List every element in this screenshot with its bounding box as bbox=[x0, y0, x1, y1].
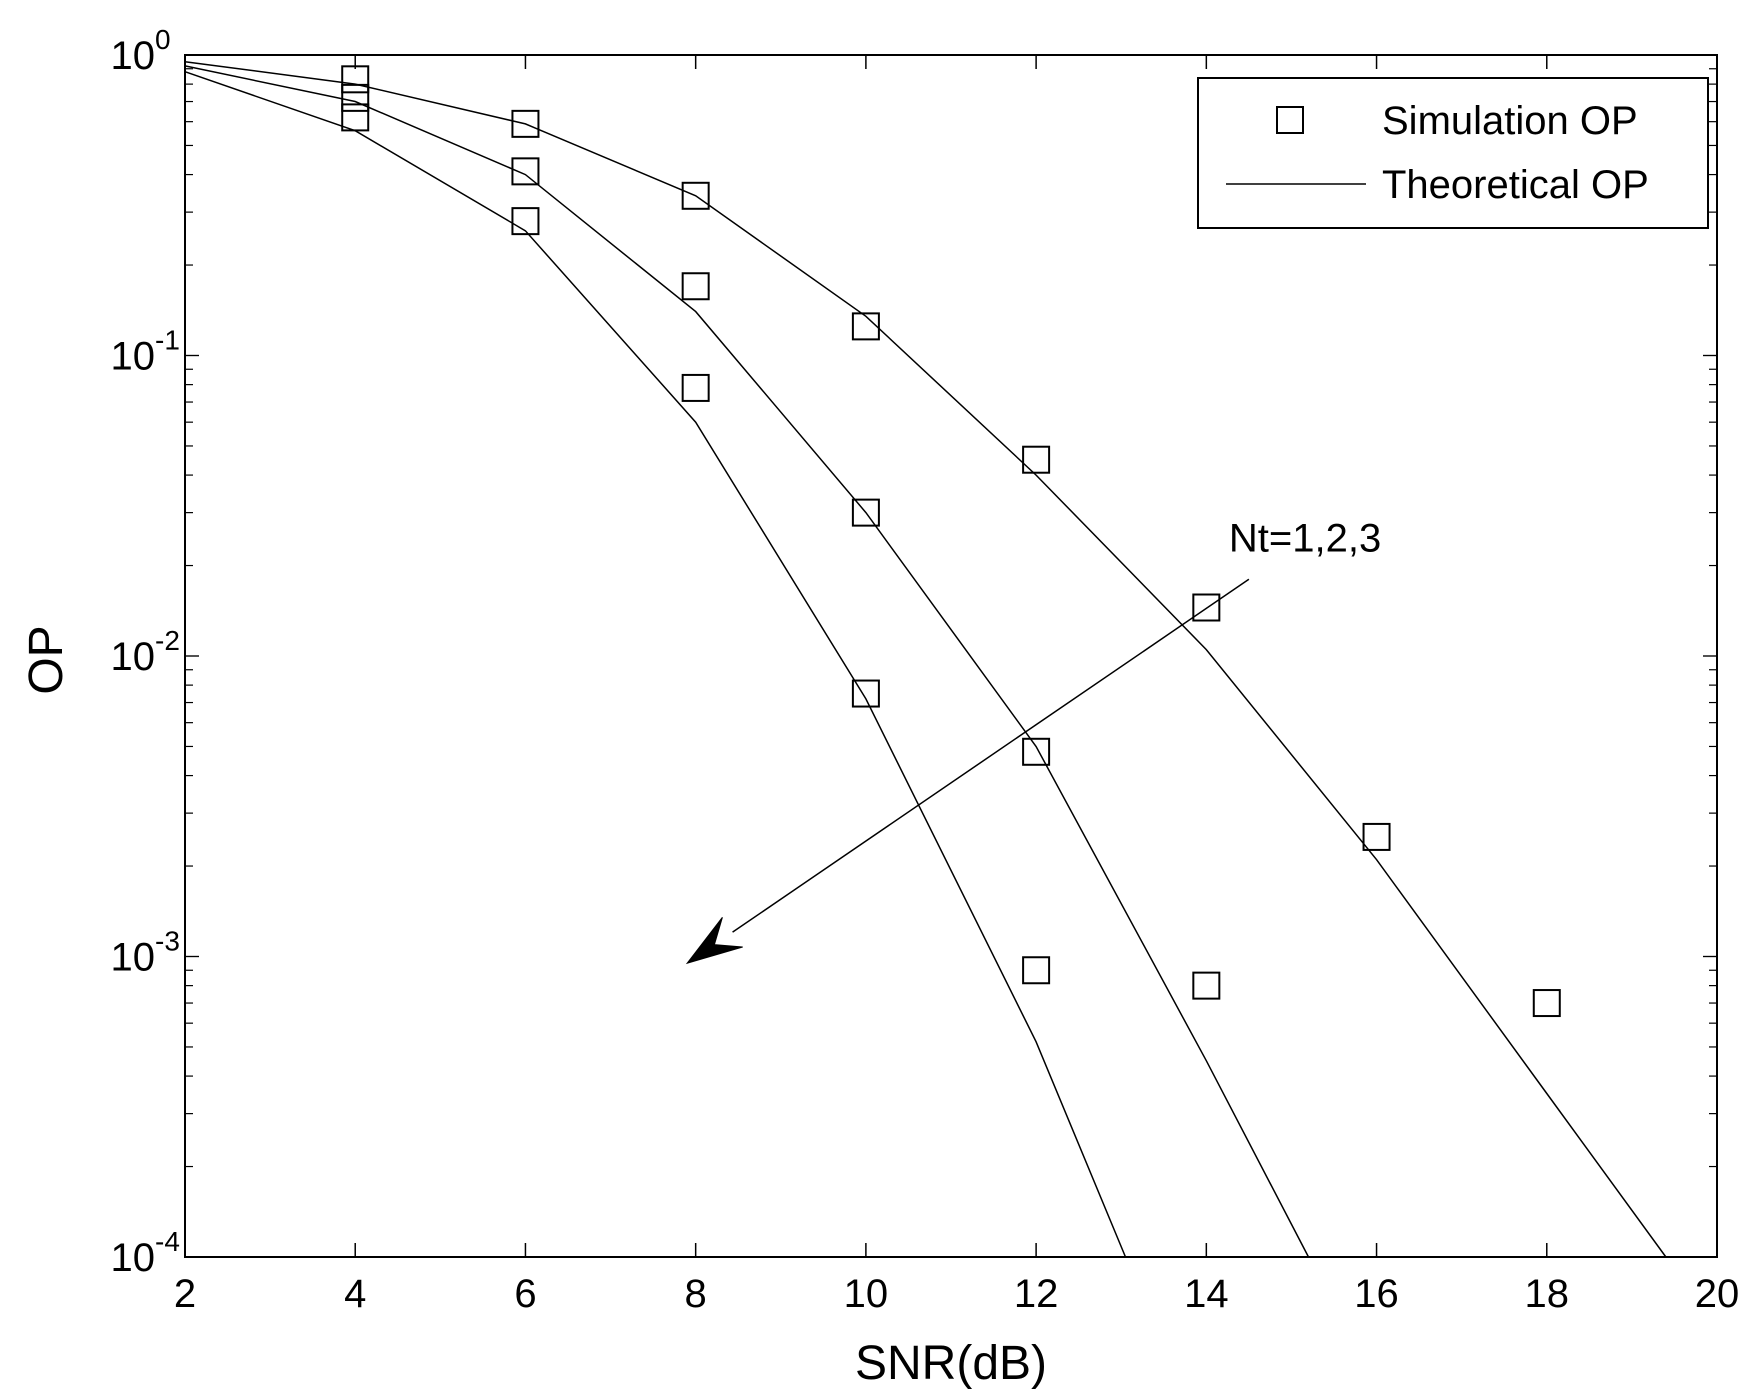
simulation-marker-3 bbox=[511, 207, 540, 236]
y-tick-label: 10 bbox=[111, 1236, 156, 1280]
x-tick-label: 4 bbox=[344, 1272, 366, 1316]
x-tick-label: 18 bbox=[1525, 1272, 1570, 1316]
annotation-group bbox=[685, 578, 1250, 965]
simulation-marker-2 bbox=[851, 498, 880, 527]
legend-simulation-label: Simulation OP bbox=[1382, 99, 1638, 143]
simulation-marker-2 bbox=[1022, 737, 1051, 766]
x-tick-label: 20 bbox=[1695, 1272, 1740, 1316]
x-axis-title: SNR(dB) bbox=[855, 1337, 1047, 1390]
plot-area-frame bbox=[184, 54, 1718, 1258]
x-tick-labels: 2 4 6 8 10 12 14 16 18 20 bbox=[174, 1272, 1739, 1316]
simulation-marker-3 bbox=[1022, 956, 1051, 985]
simulation-marker-2 bbox=[511, 157, 540, 186]
simulation-marker-1 bbox=[1532, 989, 1561, 1018]
y-tick-exponent: -1 bbox=[155, 325, 180, 356]
legend-simulation-marker bbox=[1276, 106, 1304, 134]
x-tick-label: 2 bbox=[174, 1272, 196, 1316]
annotation-label: Nt=1,2,3 bbox=[1229, 516, 1381, 560]
simulation-marker-1 bbox=[681, 181, 710, 210]
simulation-marker-1 bbox=[341, 65, 370, 94]
legend-box bbox=[1197, 77, 1709, 229]
simulation-marker-2 bbox=[341, 83, 370, 112]
x-tick-label: 8 bbox=[685, 1272, 707, 1316]
simulation-marker-1 bbox=[1192, 593, 1221, 622]
y-axis-title: OP bbox=[20, 625, 73, 694]
simulation-marker-2 bbox=[1192, 971, 1221, 1000]
legend: Simulation OP Theoretical OP bbox=[1197, 77, 1709, 229]
simulation-marker-3 bbox=[341, 103, 370, 132]
y-tick-exponent: -4 bbox=[155, 1226, 180, 1257]
y-tick-label: 10 bbox=[111, 335, 156, 379]
simulation-marker-3 bbox=[851, 679, 880, 708]
x-tick-label: 14 bbox=[1184, 1272, 1229, 1316]
simulation-marker-1 bbox=[1362, 822, 1391, 851]
x-tick-label: 10 bbox=[844, 1272, 889, 1316]
x-tick-label: 6 bbox=[514, 1272, 536, 1316]
y-tick-label: 10 bbox=[111, 635, 156, 679]
simulation-marker-1 bbox=[511, 109, 540, 138]
simulation-marker-1 bbox=[1022, 445, 1051, 474]
y-tick-exponent: 0 bbox=[155, 24, 171, 55]
simulation-marker-2 bbox=[681, 272, 710, 301]
y-tick-exponent: -2 bbox=[155, 625, 180, 656]
y-tick-exponent: -3 bbox=[155, 926, 180, 957]
annotation-arrow-shaft bbox=[732, 578, 1250, 933]
simulation-marker-3 bbox=[681, 373, 710, 402]
annotation-arrow-head bbox=[685, 916, 743, 965]
y-tick-label: 10 bbox=[111, 34, 156, 78]
theoretical-line-1 bbox=[184, 60, 1667, 1258]
simulation-markers bbox=[341, 65, 1561, 1018]
x-tick-label: 12 bbox=[1014, 1272, 1059, 1316]
theoretical-line-2 bbox=[184, 65, 1310, 1258]
y-tick-label: 10 bbox=[111, 936, 156, 980]
simulation-marker-1 bbox=[851, 312, 880, 341]
x-tick-label: 16 bbox=[1354, 1272, 1399, 1316]
legend-theoretical-label: Theoretical OP bbox=[1382, 163, 1649, 207]
